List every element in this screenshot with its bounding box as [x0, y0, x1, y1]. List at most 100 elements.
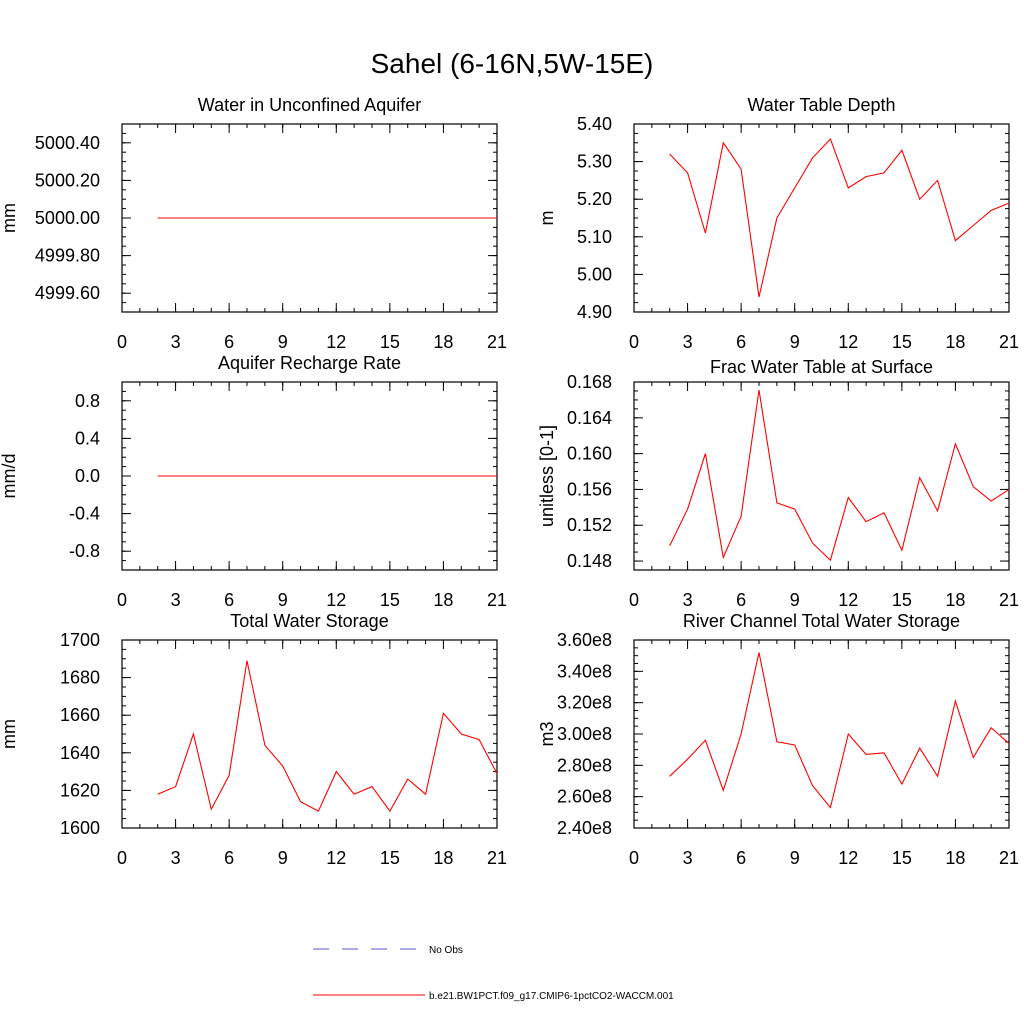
legend-label-model: b.e21.BW1PCT.f09_g17.CMIP6-1pctCO2-WACCM…: [429, 991, 674, 1002]
x-tick-label: 3: [683, 590, 693, 610]
x-tick-label: 12: [326, 332, 346, 352]
panel-4: Total Water Storage mm 0 3 6 9 12 15 18 21 1600 162…: [0, 611, 507, 868]
y-axis-label: m: [537, 211, 557, 226]
x-tick-label: 12: [838, 332, 858, 352]
y-tick-label: 0.0: [75, 466, 100, 486]
x-tick-label: 9: [790, 590, 800, 610]
plot-frame: [633, 639, 1010, 829]
x-tick-label: 18: [433, 590, 453, 610]
panel-5: River Channel Total Water Storage m3 0 3 6 9 1…: [537, 611, 1019, 868]
x-tick-label: 18: [945, 590, 965, 610]
series-line: [669, 390, 1010, 562]
y-tick-label: 0.164: [567, 408, 612, 428]
x-tick-label: 6: [736, 848, 746, 868]
x-tick-label: 0: [629, 332, 639, 352]
y-tick-label: 0.148: [567, 551, 612, 571]
x-tick-label: 9: [278, 332, 288, 352]
y-tick-label: 3.00e8: [557, 724, 612, 744]
panel-title: Total Water Storage: [230, 611, 388, 631]
y-tick-label: 5.30: [577, 152, 612, 172]
figure-title: Sahel (6-16N,5W-15E): [371, 48, 654, 79]
panels: Water in Unconfined Aquifer mm 0 3 6 9 12 15 18 2…: [0, 95, 1019, 868]
x-tick-label: 0: [117, 332, 127, 352]
plot-frame: [633, 123, 1010, 313]
x-tick-label: 15: [380, 848, 400, 868]
panel-0: Water in Unconfined Aquifer mm 0 3 6 9 12 15 18 2…: [0, 95, 507, 352]
x-tick-label: 0: [117, 848, 127, 868]
x-tick-label: 21: [999, 848, 1019, 868]
y-tick-label: 2.80e8: [557, 755, 612, 775]
y-tick-label: 5.20: [577, 189, 612, 209]
y-axis-label: unitless [0-1]: [537, 425, 557, 527]
plot-frame: [121, 639, 498, 829]
x-tick-label: 9: [278, 590, 288, 610]
y-tick-label: 4999.80: [35, 246, 100, 266]
y-axis-label: mm/d: [0, 454, 19, 499]
y-tick-label: 1660: [60, 705, 100, 725]
x-tick-label: 12: [838, 590, 858, 610]
y-tick-label: 0.160: [567, 444, 612, 464]
x-tick-label: 15: [380, 590, 400, 610]
x-tick-label: 6: [736, 590, 746, 610]
x-tick-label: 21: [999, 332, 1019, 352]
x-tick-label: 15: [892, 848, 912, 868]
y-tick-label: 0.168: [567, 372, 612, 392]
y-tick-label: 1700: [60, 630, 100, 650]
x-tick-label: 6: [224, 332, 234, 352]
x-tick-label: 18: [945, 848, 965, 868]
y-tick-label: 1680: [60, 668, 100, 688]
plot-frame: [633, 381, 1010, 571]
y-tick-label: 1600: [60, 818, 100, 838]
y-tick-label: 5000.00: [35, 208, 100, 228]
series-line: [669, 652, 1010, 809]
x-tick-label: 18: [433, 848, 453, 868]
x-tick-label: 6: [224, 848, 234, 868]
y-tick-label: 5000.40: [35, 133, 100, 153]
series-line: [157, 660, 498, 813]
x-tick-label: 21: [487, 590, 507, 610]
y-tick-label: 0.152: [567, 515, 612, 535]
y-tick-label: 3.20e8: [557, 693, 612, 713]
y-tick-label: 5.00: [577, 264, 612, 284]
x-tick-label: 3: [171, 332, 181, 352]
x-tick-label: 18: [433, 332, 453, 352]
legend: No Obs b.e21.BW1PCT.f09_g17.CMIP6-1pctCO…: [313, 945, 674, 1002]
x-tick-label: 9: [790, 848, 800, 868]
y-tick-label: -0.8: [69, 541, 100, 561]
y-tick-label: 5.10: [577, 227, 612, 247]
x-tick-label: 3: [683, 848, 693, 868]
x-tick-label: 18: [945, 332, 965, 352]
x-tick-label: 21: [999, 590, 1019, 610]
x-tick-label: 15: [380, 332, 400, 352]
panel-3: Frac Water Table at Surface unitless [0-1…: [537, 357, 1019, 610]
x-tick-label: 15: [892, 590, 912, 610]
panel-title: Water in Unconfined Aquifer: [198, 95, 421, 115]
x-tick-label: 0: [629, 590, 639, 610]
x-tick-label: 0: [629, 848, 639, 868]
x-tick-label: 6: [736, 332, 746, 352]
y-tick-label: 3.60e8: [557, 630, 612, 650]
x-tick-label: 3: [171, 590, 181, 610]
panel-2: Aquifer Recharge Rate mm/d 0 3 6 9 12 15 18 21 -0.…: [0, 353, 507, 610]
x-tick-label: 12: [326, 590, 346, 610]
panel-title: Aquifer Recharge Rate: [218, 353, 401, 373]
y-tick-label: 5.40: [577, 114, 612, 134]
y-tick-label: 2.40e8: [557, 818, 612, 838]
panel-1: Water Table Depth m 0 3 6 9 12 15 18 21 4.90 5.00 5.…: [537, 95, 1019, 352]
y-tick-label: 1620: [60, 780, 100, 800]
y-tick-label: 0.4: [75, 428, 100, 448]
x-tick-label: 0: [117, 590, 127, 610]
y-axis-label: mm: [0, 719, 19, 749]
y-axis-label: mm: [0, 203, 19, 233]
x-tick-label: 15: [892, 332, 912, 352]
x-tick-label: 21: [487, 848, 507, 868]
x-tick-label: 21: [487, 332, 507, 352]
y-tick-label: 4.90: [577, 302, 612, 322]
x-tick-label: 3: [683, 332, 693, 352]
panel-title: Frac Water Table at Surface: [710, 357, 933, 377]
y-tick-label: 5000.20: [35, 170, 100, 190]
y-tick-label: 1640: [60, 743, 100, 763]
x-tick-label: 9: [790, 332, 800, 352]
legend-label-no-obs: No Obs: [429, 945, 463, 956]
